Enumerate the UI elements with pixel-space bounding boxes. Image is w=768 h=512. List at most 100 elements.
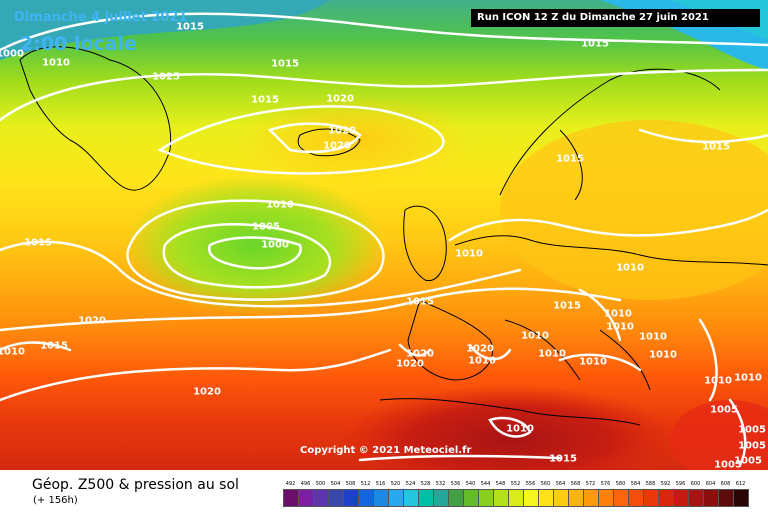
scale-step: 496 [298, 479, 314, 507]
isobar-label: 1010 [606, 321, 634, 333]
forecast-date: Dimanche 4 juillet 2021 [14, 10, 188, 25]
isobar-label: 1010 [604, 308, 632, 320]
scale-label: 516 [375, 481, 386, 487]
scale-label: 540 [465, 481, 476, 487]
isobar-label: 1005 [734, 455, 762, 467]
scale-label: 496 [300, 481, 311, 487]
scale-step: 604 [703, 479, 719, 507]
isobar-label: 1020 [396, 358, 424, 370]
legend-bar: Géop. Z500 & pression au sol (+ 156h) 49… [0, 470, 768, 512]
scale-swatch [418, 489, 434, 507]
isobar-label: 1020 [328, 125, 356, 137]
scale-swatch [568, 489, 584, 507]
scale-label: 532 [435, 481, 446, 487]
isobar-label: 1015 [556, 153, 584, 165]
isobar-label: 1015 [251, 94, 279, 106]
scale-label: 576 [600, 481, 611, 487]
scale-label: 584 [630, 481, 641, 487]
isobar-label: 1010 [649, 349, 677, 361]
scale-label: 596 [675, 481, 686, 487]
scale-swatch [298, 489, 314, 507]
isobar-label: 1010 [639, 331, 667, 343]
scale-swatch [493, 489, 509, 507]
isobar-label: 1005 [738, 424, 766, 436]
scale-step: 500 [313, 479, 329, 507]
scale-swatch [703, 489, 719, 507]
scale-label: 544 [480, 481, 491, 487]
scale-label: 568 [570, 481, 581, 487]
isobar-label: 1020 [466, 343, 494, 355]
scale-step: 576 [598, 479, 614, 507]
scale-step: 572 [583, 479, 599, 507]
scale-swatch [283, 489, 299, 507]
isobar-label: 1010 [42, 57, 70, 69]
scale-step: 516 [373, 479, 389, 507]
isobar-label: 1010 [734, 372, 762, 384]
scale-label: 612 [735, 481, 746, 487]
isobar-label: 1020 [193, 386, 221, 398]
scale-label: 592 [660, 481, 671, 487]
scale-step: 588 [643, 479, 659, 507]
scale-step: 568 [568, 479, 584, 507]
scale-step: 564 [553, 479, 569, 507]
scale-label: 524 [405, 481, 416, 487]
scale-swatch [403, 489, 419, 507]
isobar-label: 1020 [406, 348, 434, 360]
isobar-label: 1015 [702, 141, 730, 153]
isobar-label: 1020 [326, 93, 354, 105]
scale-swatch [478, 489, 494, 507]
scale-swatch [643, 489, 659, 507]
scale-label: 580 [615, 481, 626, 487]
scale-label: 536 [450, 481, 461, 487]
scale-label: 528 [420, 481, 431, 487]
scale-label: 504 [330, 481, 341, 487]
scale-step: 528 [418, 479, 434, 507]
scale-step: 536 [448, 479, 464, 507]
isobar-label: 1015 [553, 300, 581, 312]
scale-step: 540 [463, 479, 479, 507]
scale-step: 552 [508, 479, 524, 507]
scale-label: 604 [705, 481, 716, 487]
scale-swatch [523, 489, 539, 507]
scale-label: 492 [285, 481, 296, 487]
isobar-label: 1005 [710, 404, 738, 416]
scale-label: 512 [360, 481, 371, 487]
scale-swatch [508, 489, 524, 507]
isobar-label: 1010 [506, 423, 534, 435]
scale-swatch [343, 489, 359, 507]
isobar-label: 1000 [0, 48, 24, 60]
scale-swatch [313, 489, 329, 507]
scale-swatch [688, 489, 704, 507]
scale-swatch [658, 489, 674, 507]
isobar-label: 1000 [261, 239, 289, 251]
scale-step: 560 [538, 479, 554, 507]
scale-label: 560 [540, 481, 551, 487]
geopotential-map [0, 0, 768, 470]
isobar-label: 1005 [714, 459, 742, 471]
scale-label: 564 [555, 481, 566, 487]
scale-swatch [433, 489, 449, 507]
scale-swatch [448, 489, 464, 507]
isobar-label: 1015 [176, 21, 204, 33]
scale-swatch [538, 489, 554, 507]
scale-label: 508 [345, 481, 356, 487]
forecast-time: 2:00 locale [20, 33, 137, 55]
scale-swatch [583, 489, 599, 507]
scale-step: 556 [523, 479, 539, 507]
scale-step: 532 [433, 479, 449, 507]
isobar-label: 1010 [579, 356, 607, 368]
scale-label: 520 [390, 481, 401, 487]
scale-swatch [358, 489, 374, 507]
isobar-label: 1020 [323, 140, 351, 152]
isobar-label: 1010 [538, 348, 566, 360]
isobar-label: 1005 [738, 440, 766, 452]
scale-step: 492 [283, 479, 299, 507]
scale-label: 572 [585, 481, 596, 487]
copyright: Copyright © 2021 Meteociel.fr [300, 445, 472, 456]
isobar-label: 1010 [521, 330, 549, 342]
isobar-label: 1010 [616, 262, 644, 274]
scale-swatch [718, 489, 734, 507]
isobar-labels: 1015 1010 1025 1015 1015 1020 1020 1020 … [0, 9, 766, 471]
scale-step: 504 [328, 479, 344, 507]
isobar-label: 1015 [24, 237, 52, 249]
